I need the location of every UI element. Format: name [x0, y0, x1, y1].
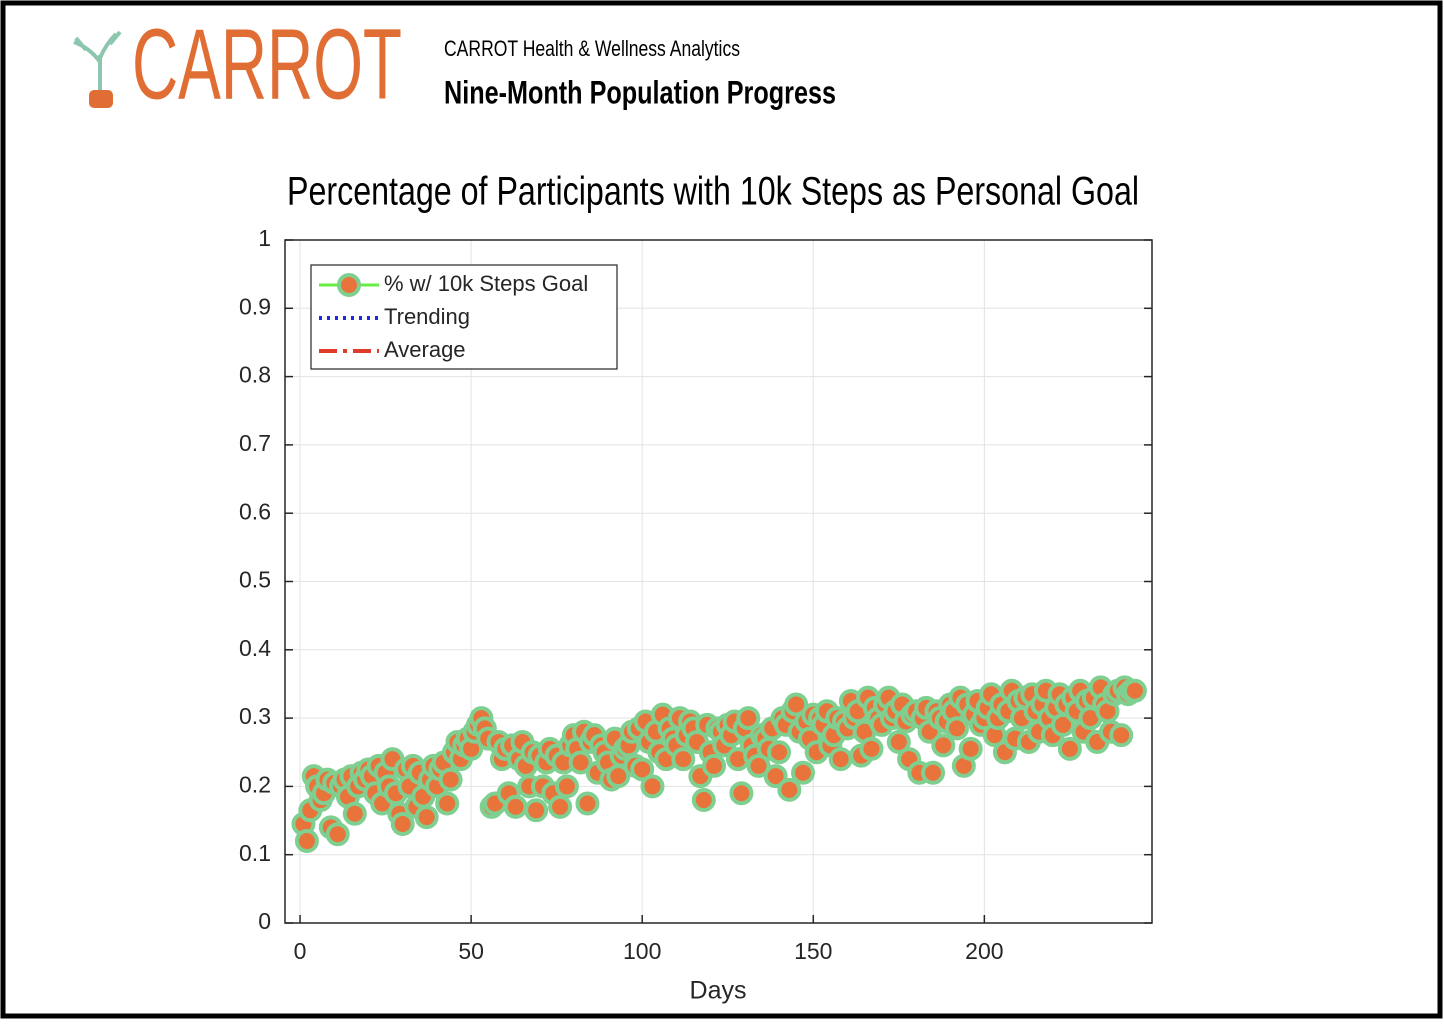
data-point: [886, 730, 911, 755]
y-tick-label: 1: [258, 225, 271, 251]
legend-label: % w/ 10k Steps Goal: [384, 271, 588, 296]
data-point: [729, 781, 754, 806]
data-point: [767, 740, 792, 765]
x-tick-label: 50: [458, 938, 484, 964]
y-tick-label: 0.6: [239, 498, 271, 524]
logo-text: CARROT: [132, 8, 402, 120]
data-point: [1109, 723, 1134, 748]
data-point: [294, 829, 319, 854]
data-point: [736, 706, 761, 731]
data-point: [671, 747, 696, 772]
data-point: [921, 760, 946, 785]
data-point: [548, 794, 573, 819]
data-point: [503, 794, 528, 819]
marks: [291, 675, 1147, 854]
data-point: [859, 736, 884, 761]
y-tick-label: 0.5: [239, 567, 271, 593]
data-point: [438, 767, 463, 792]
y-tick-label: 0.8: [239, 362, 271, 388]
data-point: [575, 791, 600, 816]
y-tick-label: 0.3: [239, 703, 271, 729]
data-point: [746, 753, 771, 778]
logo-icon: [73, 30, 122, 108]
data-point: [777, 777, 802, 802]
x-tick-label: 0: [294, 938, 307, 964]
legend: % w/ 10k Steps Goal Trending Average: [310, 264, 618, 370]
data-point: [958, 736, 983, 761]
data-point: [702, 753, 727, 778]
data-point: [784, 692, 809, 717]
x-tick-label: 100: [623, 938, 661, 964]
data-point: [791, 760, 816, 785]
legend-swatch: [337, 273, 361, 297]
legend-label: Average: [384, 337, 466, 362]
data-point: [1057, 736, 1082, 761]
y-tick-label: 0.1: [239, 840, 271, 866]
x-axis-label: Days: [690, 977, 747, 1005]
data-point: [931, 733, 956, 758]
data-point: [325, 822, 350, 847]
data-point: [390, 811, 415, 836]
data-point: [524, 798, 549, 823]
chart-title: Percentage of Participants with 10k Step…: [287, 170, 1139, 214]
y-tick-label: 0.9: [239, 293, 271, 319]
data-point: [554, 774, 579, 799]
data-point: [691, 788, 716, 813]
data-point: [640, 774, 665, 799]
data-point: [1122, 678, 1147, 703]
company-name: CARROT Health & Wellness Analytics: [444, 36, 740, 61]
data-point: [342, 801, 367, 826]
data-point: [763, 764, 788, 789]
legend-label: Trending: [384, 304, 470, 329]
data-point: [435, 791, 460, 816]
y-tick-label: 0.4: [239, 635, 271, 661]
data-point: [828, 747, 853, 772]
report-title: Nine-Month Population Progress: [444, 74, 836, 110]
ticks: 0 50 100 150 200 0 0.1 0.2 0.3 0.4 0.5 0.6 0.7 0.8 0.9…: [239, 225, 1152, 964]
y-tick-label: 0.7: [239, 430, 271, 456]
data-point: [944, 716, 969, 741]
data-point: [630, 757, 655, 782]
data-point: [414, 805, 439, 830]
y-tick-label: 0.2: [239, 771, 271, 797]
y-tick-label: 0: [258, 908, 271, 934]
x-tick-label: 200: [965, 938, 1003, 964]
data-point: [568, 750, 593, 775]
x-tick-label: 150: [794, 938, 832, 964]
